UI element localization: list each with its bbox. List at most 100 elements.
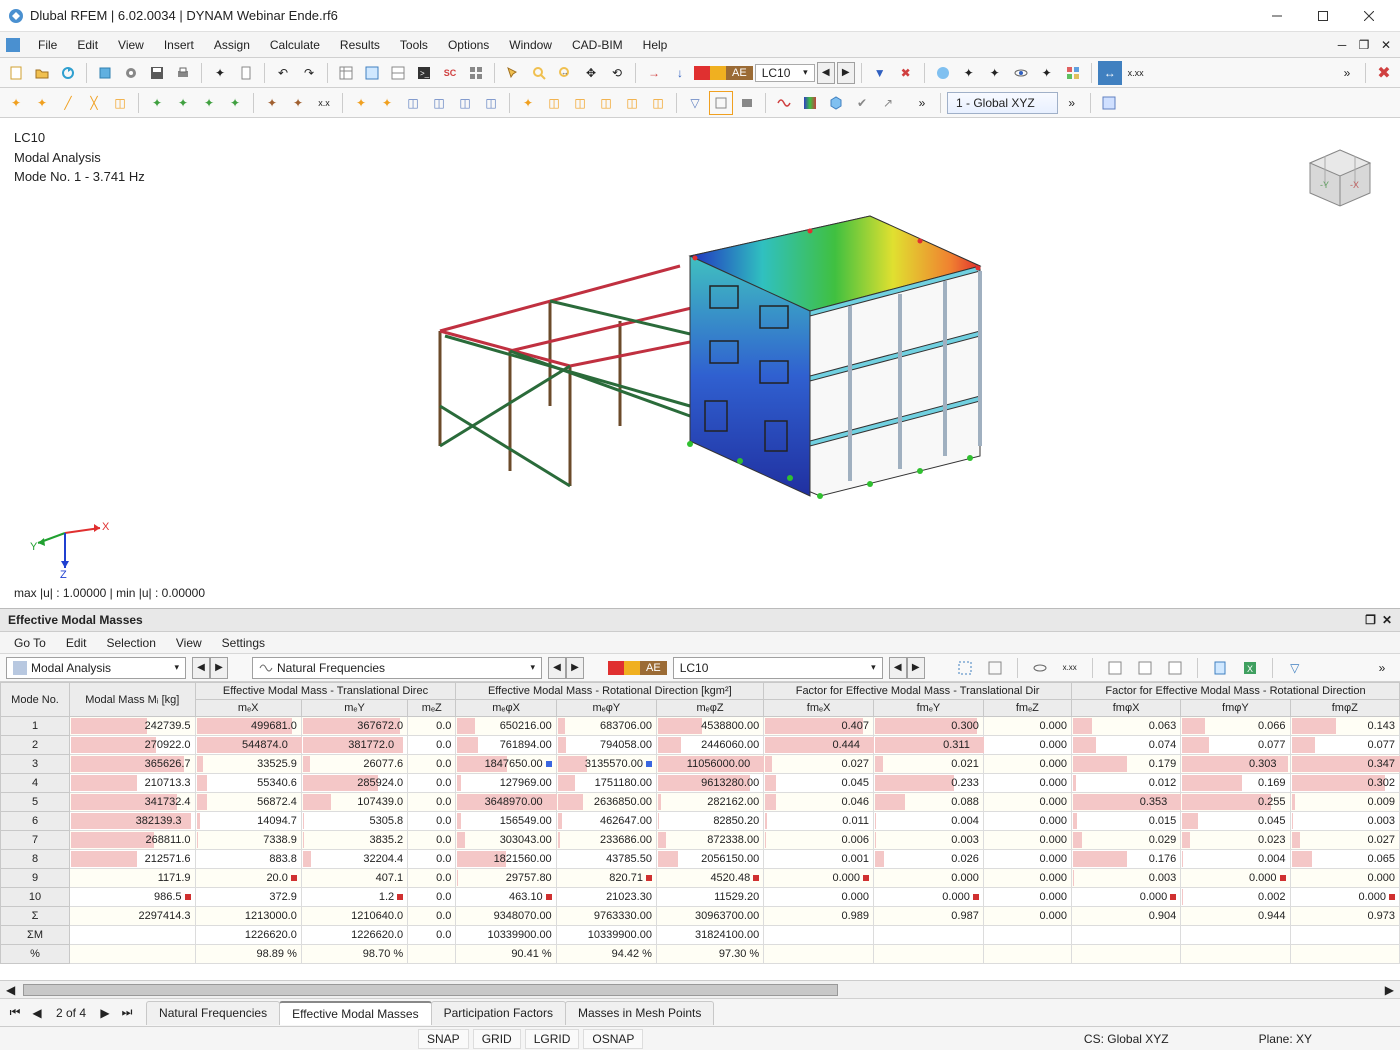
cell[interactable]: 0.989	[764, 907, 874, 926]
combo1-next[interactable]: ▶	[210, 657, 228, 679]
menu-assign[interactable]: Assign	[204, 34, 260, 56]
cell[interactable]: 365626.7	[70, 755, 196, 774]
cell[interactable]: 0.303	[1181, 755, 1290, 774]
cell[interactable]: 0.987	[874, 907, 984, 926]
view5-icon[interactable]: ✦	[1035, 61, 1059, 85]
panel-menu-settings[interactable]: Settings	[212, 632, 275, 654]
cell[interactable]	[874, 945, 984, 964]
cell[interactable]: 0.169	[1181, 774, 1290, 793]
cell[interactable]: 0.026	[874, 850, 984, 869]
cell[interactable]: 463.10	[456, 888, 556, 907]
cell[interactable]: 0.0	[408, 812, 456, 831]
gear-icon[interactable]	[119, 61, 143, 85]
cell[interactable]: 3648970.00	[456, 793, 556, 812]
cell[interactable]: 3835.2	[301, 831, 407, 850]
cell[interactable]: 0.066	[1181, 717, 1290, 736]
cell[interactable]: 683706.00	[556, 717, 656, 736]
lc-combo[interactable]: LC10▾	[755, 64, 815, 82]
tb2-6-icon[interactable]: ✦	[145, 91, 169, 115]
table1-icon[interactable]	[334, 61, 358, 85]
tb2-d-icon[interactable]: ✦	[349, 91, 373, 115]
tab-effective-modal-masses[interactable]: Effective Modal Masses	[279, 1001, 432, 1025]
menu-file[interactable]: File	[28, 34, 67, 56]
tb2-k-icon[interactable]: ◫	[542, 91, 566, 115]
cell[interactable]: 14094.7	[195, 812, 301, 831]
spark-icon[interactable]: ✦	[208, 61, 232, 85]
freq-combo[interactable]: Natural Frequencies▾	[252, 657, 542, 679]
pager-prev[interactable]: ◀	[28, 1004, 46, 1022]
cell[interactable]: 0.302	[1290, 774, 1399, 793]
table-container[interactable]: Mode No.Modal Mass Mᵢ [kg]Effective Moda…	[0, 682, 1400, 980]
view4-icon[interactable]	[1009, 61, 1033, 85]
cell[interactable]: 210713.3	[70, 774, 196, 793]
cell[interactable]: 0.000	[983, 774, 1071, 793]
cell[interactable]: 0.002	[1181, 888, 1290, 907]
cell[interactable]: 381772.0	[301, 736, 407, 755]
cell[interactable]: 0.255	[1181, 793, 1290, 812]
cell[interactable]: 0.000	[983, 907, 1071, 926]
cell[interactable]: 462647.00	[556, 812, 656, 831]
pt-eye-icon[interactable]	[1028, 656, 1052, 680]
cell[interactable]: 0.233	[874, 774, 984, 793]
cell[interactable]: 26077.6	[301, 755, 407, 774]
mdi-close-icon[interactable]: ✕	[1376, 36, 1396, 54]
arrow-down-icon[interactable]: ↓	[668, 61, 692, 85]
cell[interactable]: 9763330.00	[556, 907, 656, 926]
cell[interactable]: 0.176	[1071, 850, 1180, 869]
status-snap[interactable]: SNAP	[418, 1029, 469, 1049]
pt-t1-icon[interactable]	[1103, 656, 1127, 680]
cell[interactable]: 0.0	[408, 736, 456, 755]
cell[interactable]: 98.89 %	[195, 945, 301, 964]
cell[interactable]: 0.000	[764, 888, 874, 907]
cell[interactable]: 0.011	[764, 812, 874, 831]
pan-icon[interactable]: ✥	[579, 61, 603, 85]
cell[interactable]: 4538800.00	[656, 717, 763, 736]
cell[interactable]: 0.077	[1290, 736, 1399, 755]
cell[interactable]: 82850.20	[656, 812, 763, 831]
cell[interactable]: 1226620.0	[195, 926, 301, 945]
mdi-restore-icon[interactable]: ❐	[1354, 36, 1374, 54]
cell[interactable]: 0.0	[408, 850, 456, 869]
cell[interactable]: 97.30 %	[656, 945, 763, 964]
cell[interactable]: 242739.5	[70, 717, 196, 736]
status-lgrid[interactable]: LGRID	[525, 1029, 580, 1049]
cell[interactable]: 0.015	[1071, 812, 1180, 831]
tb2-j-icon[interactable]: ✦	[516, 91, 540, 115]
pt-export-icon[interactable]	[1208, 656, 1232, 680]
wave-icon[interactable]	[772, 91, 796, 115]
cell[interactable]: 0.000	[874, 888, 984, 907]
maximize-button[interactable]	[1300, 1, 1346, 31]
cell[interactable]: 0.003	[874, 831, 984, 850]
cell[interactable]: 0.000	[1181, 869, 1290, 888]
cell[interactable]: 407.1	[301, 869, 407, 888]
cell[interactable]: 367672.0	[301, 717, 407, 736]
cell[interactable]: 282162.00	[656, 793, 763, 812]
cell[interactable]	[70, 945, 196, 964]
pt-more-icon[interactable]: »	[1370, 656, 1394, 680]
cell[interactable]: 0.003	[1290, 812, 1399, 831]
more3-icon[interactable]: »	[1060, 91, 1084, 115]
check-icon[interactable]: ✔	[850, 91, 874, 115]
cell[interactable]: 98.70 %	[301, 945, 407, 964]
view2-icon[interactable]: ✦	[957, 61, 981, 85]
pt-xxx-icon[interactable]: x.xx	[1058, 656, 1082, 680]
menu-view[interactable]: View	[108, 34, 154, 56]
cell[interactable]	[764, 926, 874, 945]
tb2-g-icon[interactable]: ◫	[427, 91, 451, 115]
label-icon[interactable]: x.xx	[1124, 61, 1148, 85]
cell[interactable]	[1290, 926, 1399, 945]
page-icon[interactable]	[234, 61, 258, 85]
analysis-combo[interactable]: Modal Analysis▾	[6, 657, 186, 679]
print-icon[interactable]	[171, 61, 195, 85]
layers-icon[interactable]	[1061, 61, 1085, 85]
panel-lc-combo[interactable]: LC10▾	[673, 657, 883, 679]
cell[interactable]: 0.046	[764, 793, 874, 812]
cell[interactable]: 0.944	[1181, 907, 1290, 926]
mdi-minimize-icon[interactable]: ─	[1332, 36, 1352, 54]
tb2-4-icon[interactable]: ╳	[82, 91, 106, 115]
delete-icon[interactable]: ✖	[894, 61, 918, 85]
tb2-3-icon[interactable]: ╱	[56, 91, 80, 115]
tb2-h-icon[interactable]: ◫	[453, 91, 477, 115]
cell[interactable]: 0.027	[764, 755, 874, 774]
model-icon[interactable]	[93, 61, 117, 85]
